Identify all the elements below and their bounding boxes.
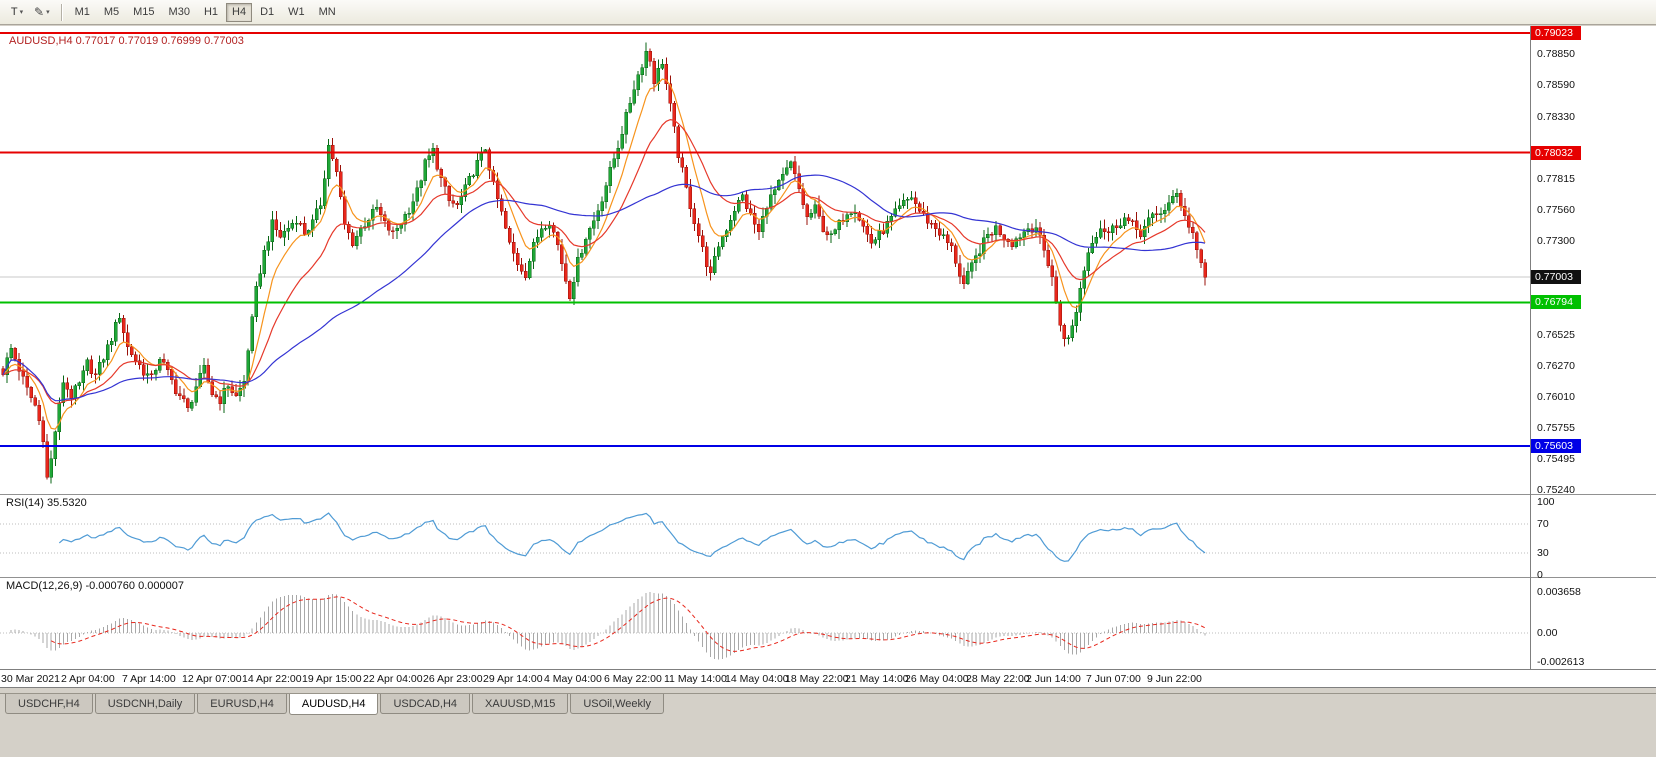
chart-tab-eurusd-h4[interactable]: EURUSD,H4 [197,694,287,714]
price-tick: 0.76525 [1537,329,1575,341]
time-label: 7 Jun 07:00 [1086,673,1141,685]
rsi-line [58,512,1206,562]
timeframe-button-W1[interactable]: W1 [288,6,305,18]
time-label: 29 Apr 14:00 [483,673,543,685]
time-label: 4 May 04:00 [544,673,602,685]
price-tag-0.79023[interactable]: 0.79023 [1531,26,1581,40]
draw-tool-button[interactable]: ✎ ▾ [29,2,55,22]
macd-level-label: -0.002613 [1537,656,1585,668]
timeframe-button-H1[interactable]: H1 [203,6,219,18]
price-tick: 0.77815 [1537,173,1575,185]
timeframe-button-M15[interactable]: M15 [133,6,155,18]
candle-bodies-down [1,51,1207,478]
time-label: 2 Apr 04:00 [61,673,115,685]
macd-level-label: 0.00 [1537,627,1558,639]
ma-line-medium [2,118,1206,405]
chevron-down-icon: ▾ [46,9,50,16]
time-label: 21 May 14:00 [845,673,909,685]
price-tick: 0.78850 [1537,48,1575,60]
time-label: 6 May 22:00 [604,673,662,685]
price-tick: 0.75240 [1537,484,1575,496]
time-label: 26 May 04:00 [905,673,969,685]
timeframe-button-D1[interactable]: D1 [260,6,275,18]
price-axis[interactable]: 0.78850 0.78590 0.78330 0.77815 0.77560 0.773… [1530,26,1656,669]
time-label: 28 May 22:00 [966,673,1030,685]
time-axis[interactable]: 30 Mar 2021 2 Apr 04:00 7 Apr 14:00 12 Apr … [0,669,1656,687]
text-tool-label: T [10,6,18,18]
chart-ohlc-title: AUDUSD,H4 0.77017 0.77019 0.76999 0.7700… [9,35,244,47]
chart-tab-usdcad-h4[interactable]: USDCAD,H4 [380,694,471,714]
panel-separator[interactable] [0,577,1656,578]
timeframe-button-M1[interactable]: M1 [74,6,90,18]
timeframe-button-MN[interactable]: MN [318,6,336,18]
chart-tab-usdchf-h4[interactable]: USDCHF,H4 [5,694,93,714]
time-label: 14 May 04:00 [725,673,789,685]
price-tick: 0.77560 [1537,204,1575,216]
chart-tab-bar: USDCHF,H4 USDCNH,Daily EURUSD,H4 AUDUSD,H4 U… [0,693,1656,715]
panel-separator[interactable] [0,494,1656,495]
price-tick: 0.76270 [1537,360,1575,372]
price-tick: 0.75495 [1537,453,1575,465]
time-label: 30 Mar 2021 [1,673,60,685]
price-tick: 0.75755 [1537,422,1575,434]
time-label: 9 Jun 22:00 [1147,673,1202,685]
time-label: 22 Apr 04:00 [363,673,423,685]
price-tick: 0.78590 [1537,79,1575,91]
candle-wicks-down [2,48,1206,480]
timeframe-button-H4[interactable]: H4 [226,2,253,22]
rsi-level-label: 100 [1537,496,1555,508]
macd-indicator-label: MACD(12,26,9) -0.000760 0.000007 [6,580,184,592]
rsi-level-label: 0 [1537,569,1543,581]
price-tag-0.76794[interactable]: 0.76794 [1531,295,1581,309]
price-tick: 0.77300 [1537,235,1575,247]
timeframe-toolbar: M1 M5 M15 M30 H1 H4 D1 W1 MN [68,2,343,22]
toolbar-separator [60,3,62,21]
chart-canvas[interactable] [0,26,1530,669]
chart-tab-xauusd-m15[interactable]: XAUUSD,M15 [472,694,569,714]
macd-level-label: 0.003658 [1537,586,1581,598]
timeframe-button-M30[interactable]: M30 [168,6,190,18]
candle-bodies-up [5,51,1179,478]
chart-tab-usoil-weekly[interactable]: USOil,Weekly [570,694,664,714]
text-tool-button[interactable]: T ▾ [5,2,29,22]
chart-window: AUDUSD,H4 0.77017 0.77019 0.76999 0.7700… [0,26,1656,688]
time-label: 19 Apr 15:00 [302,673,362,685]
price-tag-0.75603[interactable]: 0.75603 [1531,439,1581,453]
timeframe-button-M5[interactable]: M5 [103,6,120,18]
time-label: 2 Jun 14:00 [1026,673,1081,685]
price-tick: 0.78330 [1537,111,1575,123]
price-tag-0.77003[interactable]: 0.77003 [1531,270,1581,284]
macd-signal-line [50,596,1206,652]
ma-line-fast [2,78,1206,430]
rsi-level-label: 30 [1537,547,1549,559]
chart-tab-usdcnh-daily[interactable]: USDCNH,Daily [94,694,196,714]
macd-histogram [10,592,1206,660]
rsi-indicator-label: RSI(14) 35.5320 [6,497,87,509]
candle-wicks-up [6,42,1178,484]
price-tag-0.78032[interactable]: 0.78032 [1531,146,1581,160]
price-tick: 0.76010 [1537,391,1575,403]
time-label: 12 Apr 07:00 [182,673,242,685]
time-label: 14 Apr 22:00 [242,673,302,685]
rsi-level-label: 70 [1537,518,1549,530]
pencil-icon: ✎ [34,5,45,19]
time-label: 7 Apr 14:00 [122,673,176,685]
time-label: 18 May 22:00 [785,673,849,685]
time-label: 11 May 14:00 [664,673,727,685]
ma-line-slow [2,174,1206,402]
time-label: 26 Apr 23:00 [423,673,483,685]
chevron-down-icon: ▾ [19,9,24,16]
main-toolbar: T ▾ ✎ ▾ M1 M5 M15 M30 H1 H4 D1 W1 MN [0,0,1656,25]
chart-tab-audusd-h4[interactable]: AUDUSD,H4 [288,694,379,715]
